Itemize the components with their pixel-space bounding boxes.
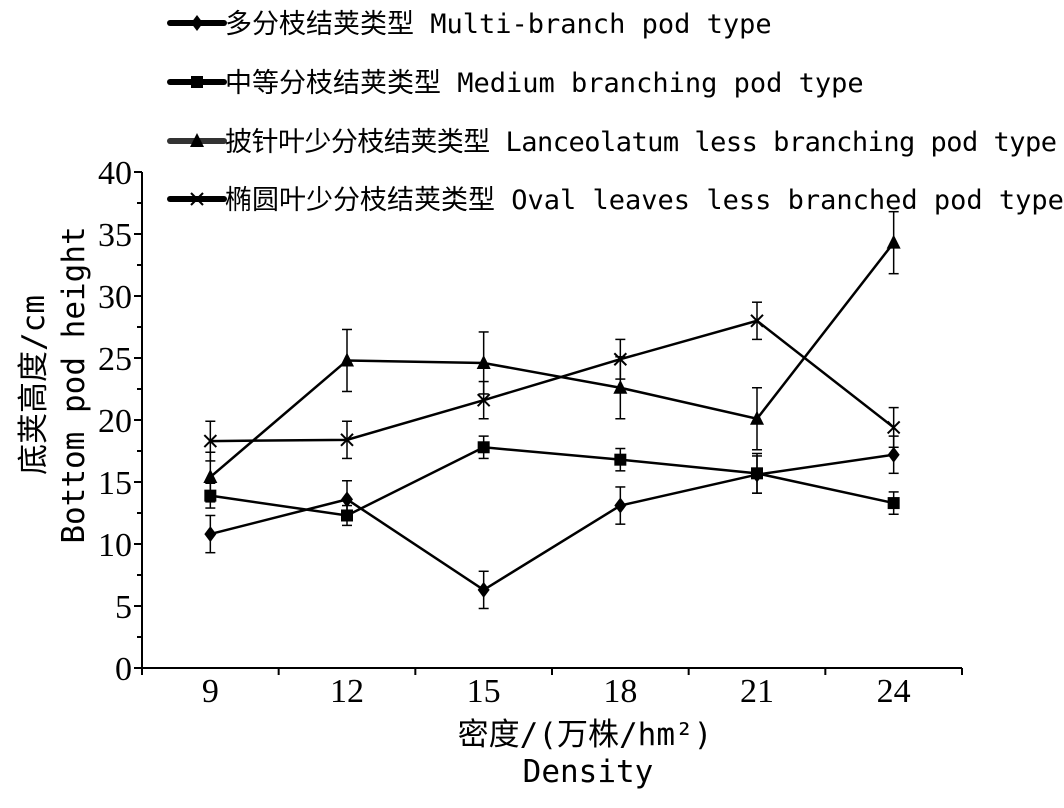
legend-marker <box>190 133 204 147</box>
legend: 多分枝结荚类型 Multi-branch pod type 中等分枝结荚类型 Me… <box>167 9 1064 216</box>
y-tick-label: 15 <box>98 465 132 502</box>
data-point <box>476 354 491 369</box>
y-axis-title-en: Bottom pod height <box>56 226 92 543</box>
y-tick-label: 25 <box>98 341 132 378</box>
y-axis-title-cn: 底荚高度/cm <box>16 295 52 475</box>
x-tick-label: 12 <box>330 673 364 710</box>
y-tick-label: 20 <box>98 403 132 440</box>
legend-label: 多分枝结荚类型 Multi-branch pod type <box>225 9 772 40</box>
data-point <box>203 469 218 484</box>
y-tick-label: 35 <box>98 217 132 254</box>
data-point <box>750 314 764 328</box>
x-axis-title-en: Density <box>523 754 654 790</box>
legend-entry: 披针叶少分枝结荚类型 Lanceolatum less branching po… <box>167 127 1057 158</box>
legend-marker <box>191 76 203 88</box>
legend-entry: 中等分枝结荚类型 Medium branching pod type <box>167 68 864 99</box>
y-tick-label: 40 <box>98 155 132 192</box>
y-tick-label: 0 <box>115 651 132 688</box>
x-tick-label: 18 <box>603 673 637 710</box>
legend-entry: 多分枝结荚类型 Multi-branch pod type <box>167 9 772 40</box>
data-point <box>204 526 217 543</box>
data-point <box>613 352 628 366</box>
data-point <box>751 467 763 480</box>
data-point <box>886 420 901 435</box>
data-point <box>340 352 354 367</box>
data-point <box>614 453 627 466</box>
x-tick-label: 9 <box>202 673 219 710</box>
data-point <box>476 393 491 407</box>
data-point <box>340 433 354 447</box>
y-axis-title: 底荚高度/cm Bottom pod height <box>16 226 92 543</box>
y-tick-label: 5 <box>115 589 132 626</box>
data-point <box>477 441 490 454</box>
data-point <box>341 491 353 508</box>
data-point <box>887 497 900 510</box>
data-point <box>613 379 628 394</box>
x-axis-title-cn: 密度/(万株/hm²) <box>458 717 713 753</box>
series-line <box>210 453 894 592</box>
axes: 0 5 10 15 20 25 30 35 40 9 12 15 18 21 24 <box>98 155 963 710</box>
y-tick-label: 30 <box>98 279 132 316</box>
series-line <box>210 446 894 517</box>
y-tick-label: 10 <box>98 527 132 564</box>
x-tick-label: 15 <box>467 673 501 710</box>
series-2 <box>204 435 900 527</box>
data-point <box>341 509 353 522</box>
series-line <box>210 319 895 443</box>
legend-label: 椭圆叶少分枝结荚类型 Oval leaves less branched pod… <box>225 185 1064 216</box>
data-point <box>886 234 901 249</box>
legend-label: 披针叶少分枝结荚类型 Lanceolatum less branching po… <box>225 127 1057 158</box>
data-point <box>887 446 900 463</box>
legend-entry: 椭圆叶少分枝结荚类型 Oval leaves less branched pod… <box>167 185 1064 216</box>
legend-label: 中等分枝结荚类型 Medium branching pod type <box>225 68 864 99</box>
data-point <box>614 497 627 514</box>
plot-area <box>203 210 901 610</box>
series-4 <box>203 301 901 462</box>
series-line <box>209 241 895 478</box>
series-3 <box>203 210 901 503</box>
series-1 <box>204 435 900 610</box>
x-tick-label: 21 <box>740 673 774 710</box>
data-point <box>203 434 218 448</box>
legend-marker <box>190 192 204 206</box>
data-point <box>477 581 490 598</box>
legend-marker <box>191 15 203 31</box>
data-point <box>750 410 764 425</box>
x-tick-label: 24 <box>877 673 911 710</box>
